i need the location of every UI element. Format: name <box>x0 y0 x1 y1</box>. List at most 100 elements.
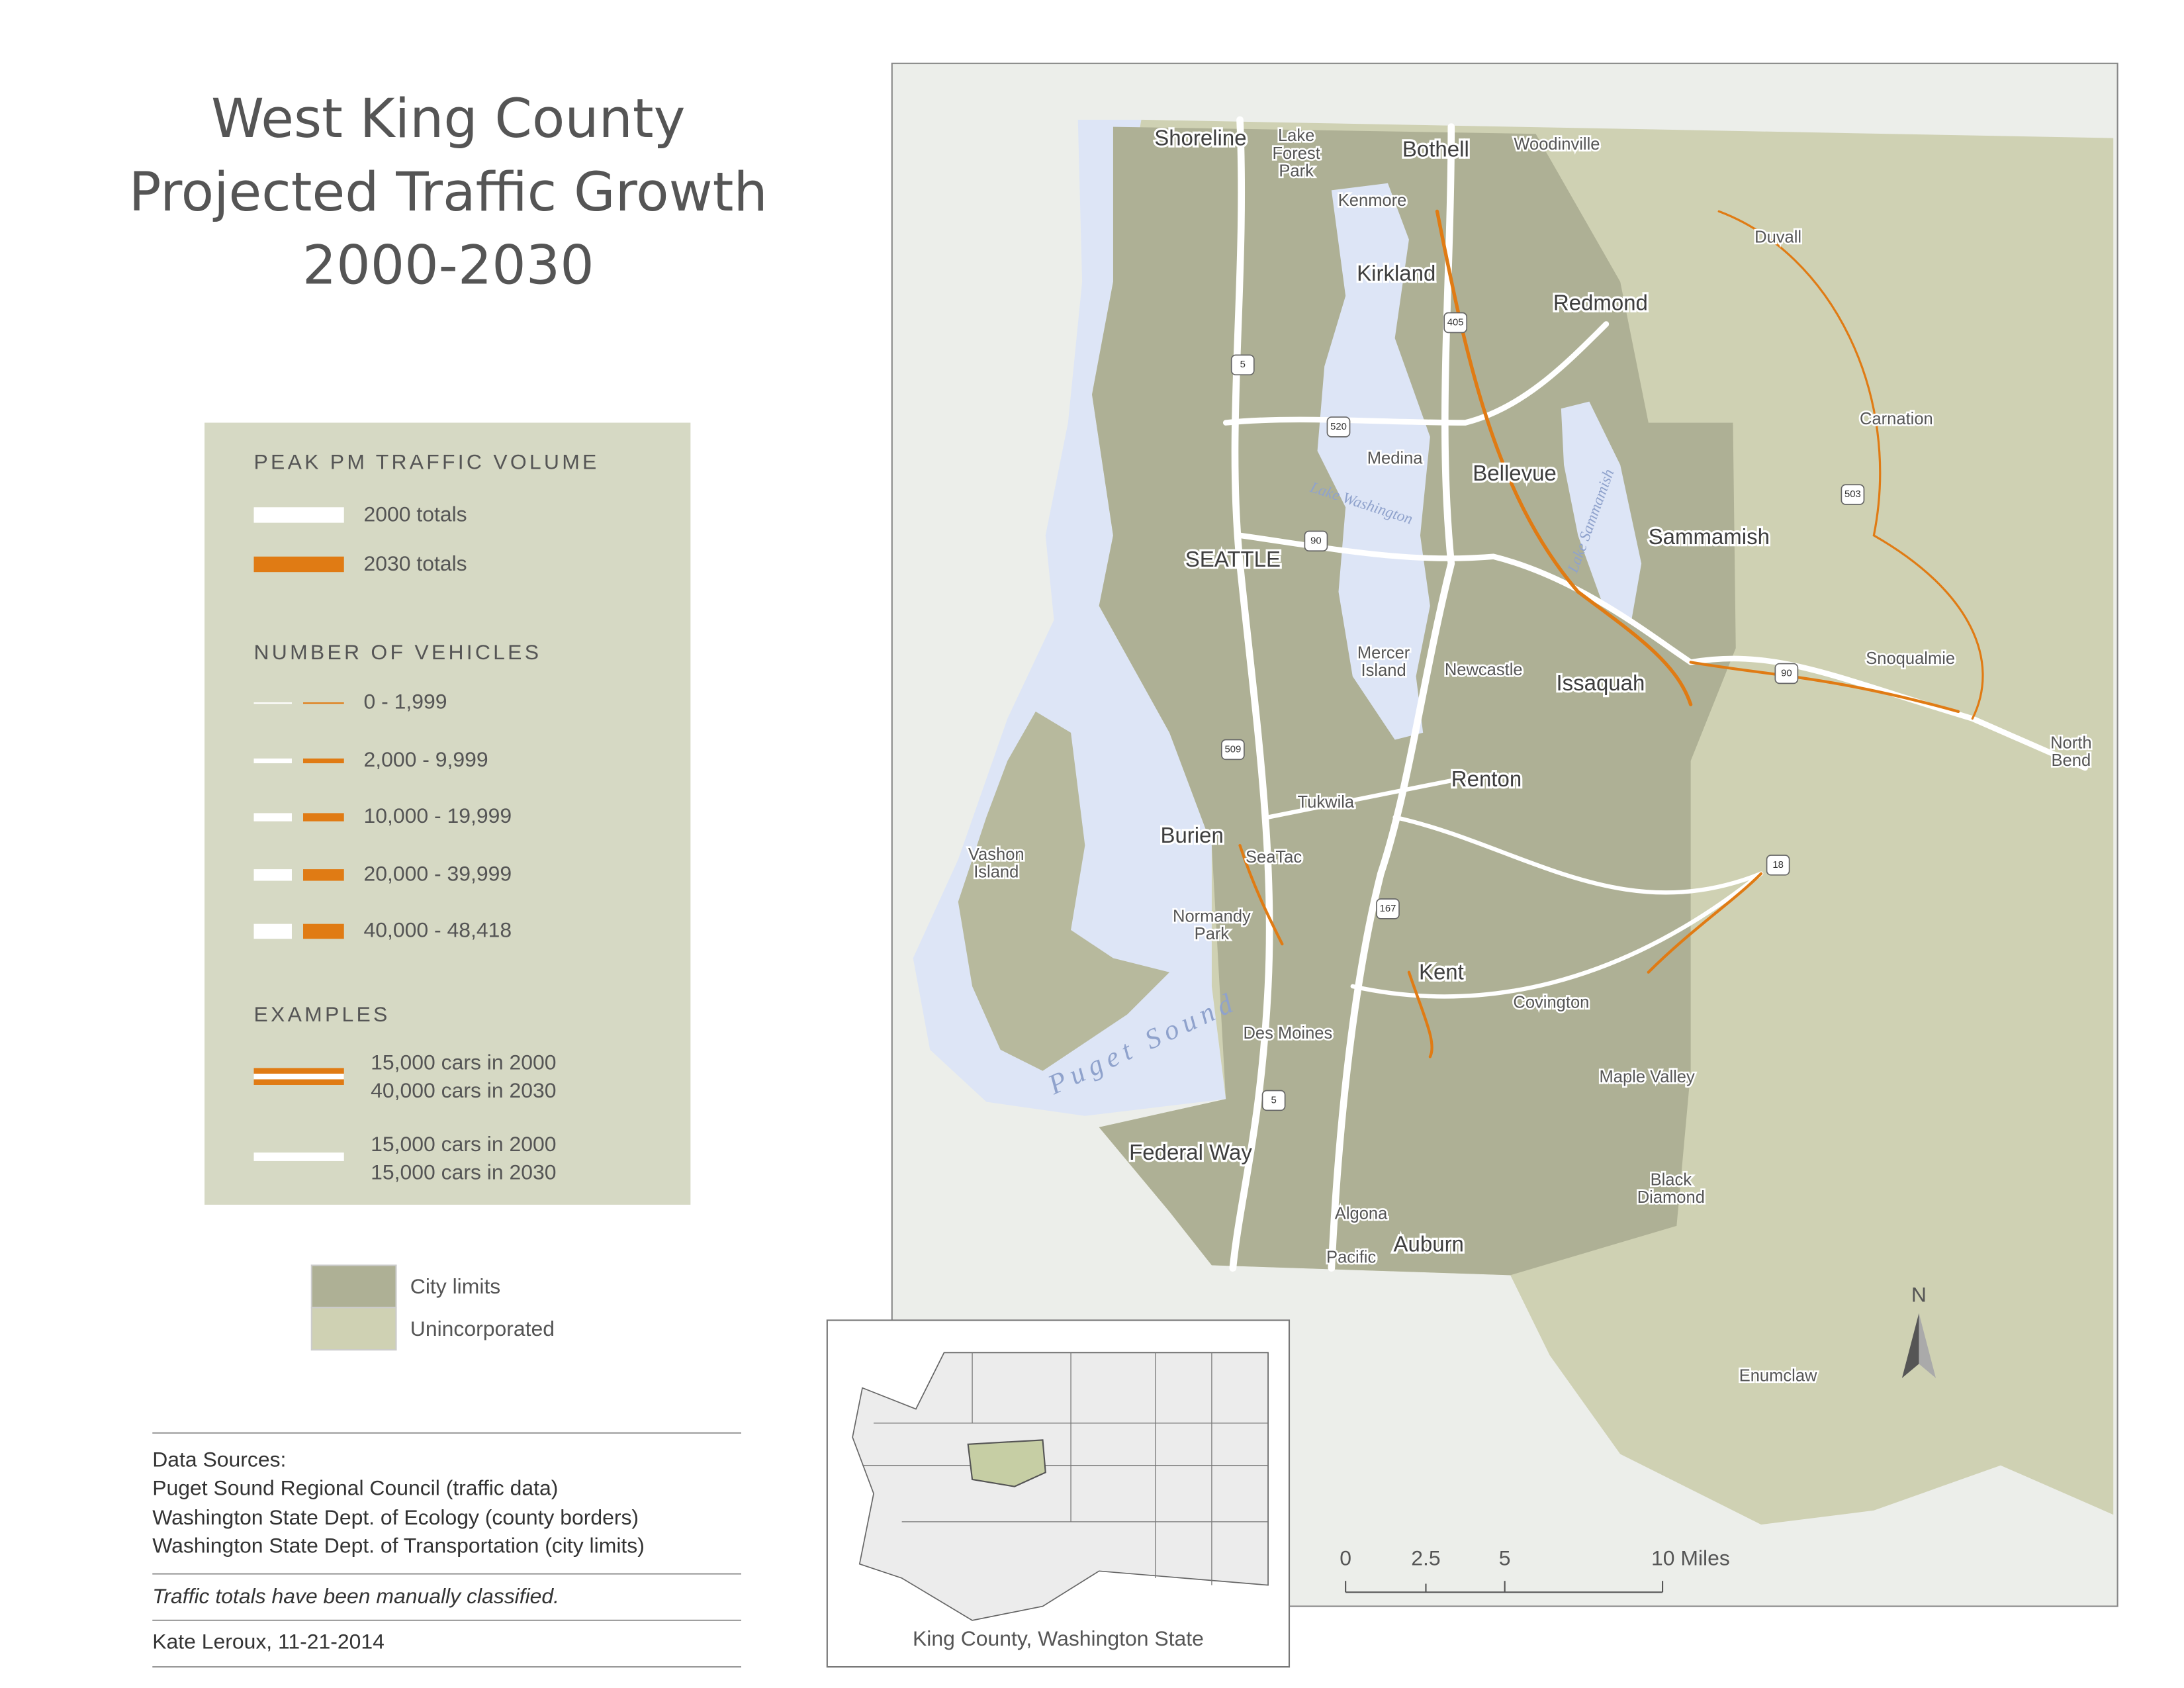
place-label: Shoreline <box>1154 125 1246 150</box>
legend-swatch <box>253 923 292 939</box>
place-label: Medina <box>1367 449 1424 468</box>
place-label: Bend <box>2052 751 2091 770</box>
place-label: Covington <box>1513 993 1589 1011</box>
shield-label: 5 <box>1240 359 1246 370</box>
area-swatch <box>310 1307 397 1351</box>
place-label: Diamond <box>1637 1188 1705 1207</box>
place-label: Burien <box>1160 823 1223 847</box>
legend-label: 20,000 - 39,999 <box>364 861 512 885</box>
shield-label: 520 <box>1330 422 1347 432</box>
legend-swatch <box>253 869 292 881</box>
place-label: Lake <box>1278 126 1314 145</box>
inset-caption: King County, Washington State <box>913 1626 1204 1650</box>
shield-label: 90 <box>1310 536 1322 546</box>
lake-sammamish <box>1561 401 1642 620</box>
title-line: Projected Traffic Growth <box>129 162 768 224</box>
place-label: Renton <box>1451 767 1522 791</box>
road <box>1222 321 1610 426</box>
road <box>1392 815 1764 895</box>
shield-label: 503 <box>1844 489 1861 500</box>
highway-shield <box>1304 530 1328 552</box>
legend-swatch <box>303 923 344 939</box>
legend-swatch <box>253 1073 344 1080</box>
source-item: Washington State Dept. of Transportation… <box>152 1534 645 1558</box>
legend-label: 2000 totals <box>364 502 467 526</box>
shield-label: 90 <box>1781 668 1792 679</box>
shield-label: 167 <box>1380 904 1396 914</box>
shield-label: 18 <box>1772 860 1784 870</box>
place-label: Redmond <box>1553 290 1648 314</box>
state-outline <box>852 1352 1269 1621</box>
lake-washington <box>1317 183 1430 740</box>
road <box>1328 123 1455 1272</box>
legend-label: 2030 totals <box>364 551 467 575</box>
legend-label: 15,000 cars in 2030 <box>371 1160 556 1184</box>
legend-label: 40,000 - 48,418 <box>364 917 512 941</box>
highway-shield <box>1841 484 1865 505</box>
place-label: Sammamish <box>1649 524 1770 549</box>
place-label: Duvall <box>1754 228 1801 246</box>
legend-label: 10,000 - 19,999 <box>364 804 512 827</box>
place-label: Maple Valley <box>1600 1068 1696 1086</box>
legend-heading: EXAMPLES <box>254 1002 390 1026</box>
area-label: Unincorporated <box>410 1317 555 1340</box>
legend-swatch <box>253 813 292 821</box>
place-label: Vashon <box>968 845 1024 864</box>
highway-shield <box>1774 663 1799 684</box>
legend-swatch <box>303 758 344 764</box>
map: N <box>891 62 2118 1607</box>
highway-shield <box>1326 416 1351 438</box>
place-label: Auburn <box>1394 1231 1464 1256</box>
title-line: 2000-2030 <box>302 235 594 297</box>
place-label: Pacific <box>1326 1248 1376 1267</box>
place-label: Mercer <box>1357 643 1410 662</box>
credit: Kate Leroux, 11-21-2014 <box>152 1629 385 1653</box>
highway-shield <box>1766 855 1790 876</box>
place-label: Kirkland <box>1357 261 1435 285</box>
legend-swatch <box>253 758 292 764</box>
legend-swatch <box>253 507 344 523</box>
area-label: City limits <box>410 1274 500 1298</box>
road <box>1717 210 1984 720</box>
road <box>1350 871 1764 999</box>
scale-bar <box>1345 1581 1664 1593</box>
place-label: Enumclaw <box>1739 1366 1817 1385</box>
place-label: North <box>2050 734 2091 753</box>
place-label: Kenmore <box>1338 191 1407 210</box>
legend-swatch <box>253 556 344 573</box>
place-label: Issaquah <box>1556 671 1645 695</box>
place-label: Snoqualmie <box>1866 649 1955 668</box>
highway-shield <box>1443 312 1468 334</box>
legend-label: 0 - 1,999 <box>364 690 447 714</box>
highway-shield <box>1230 354 1255 376</box>
place-label: Normandy <box>1173 907 1251 925</box>
place-label: Bothell <box>1402 136 1469 161</box>
north-label: N <box>1911 1283 1927 1307</box>
note: Traffic totals have been manually classi… <box>152 1584 559 1608</box>
legend-label: 40,000 cars in 2030 <box>371 1078 556 1102</box>
legend-heading: NUMBER OF VEHICLES <box>254 640 542 664</box>
place-label: Park <box>1279 162 1314 180</box>
road <box>1238 844 1284 946</box>
place-label: Algona <box>1335 1205 1388 1223</box>
place-label: Woodinville <box>1514 135 1600 154</box>
shield-label: 5 <box>1271 1095 1276 1105</box>
legend-label: 15,000 cars in 2000 <box>371 1050 556 1074</box>
road <box>1407 970 1433 1058</box>
sources-heading: Data Sources: <box>152 1448 286 1472</box>
legend-swatch <box>303 702 344 704</box>
highway-shield <box>1220 739 1245 761</box>
place-label: Island <box>974 863 1019 881</box>
place-label: Newcastle <box>1445 661 1523 679</box>
legend-swatch <box>253 1152 344 1161</box>
county-lines <box>862 1352 1269 1585</box>
vashon-island <box>958 711 1170 1071</box>
place-label: Federal Way <box>1129 1140 1252 1164</box>
road <box>1647 872 1763 974</box>
shield-label: 405 <box>1447 317 1464 328</box>
place-label: SEATTLE <box>1185 547 1281 571</box>
legend-swatch <box>303 869 344 881</box>
highway-shield <box>1261 1090 1286 1111</box>
scale-label: 2.5 <box>1411 1546 1440 1570</box>
north-arrow <box>1901 1313 1919 1378</box>
